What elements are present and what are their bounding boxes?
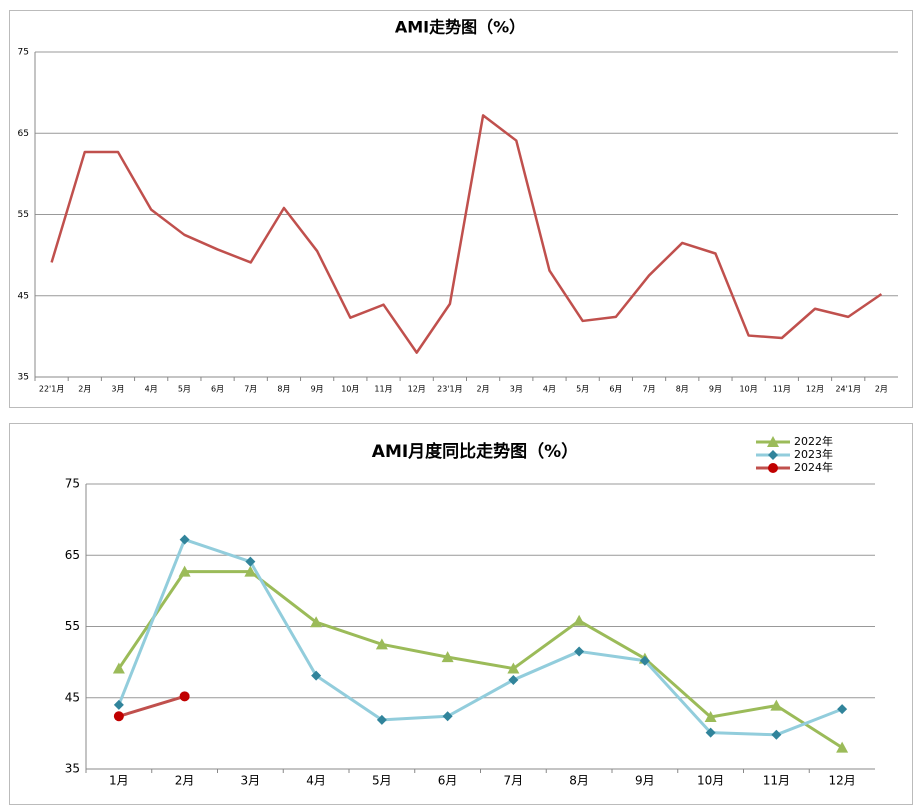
marker xyxy=(704,710,717,722)
x-tick-label: 10月 xyxy=(740,385,758,394)
marker xyxy=(375,638,388,650)
x-tick-label: 4月 xyxy=(306,774,326,788)
x-tick-label: 3月 xyxy=(241,774,261,788)
marker xyxy=(768,450,778,460)
x-tick-label: 2月 xyxy=(78,385,91,394)
marker xyxy=(705,727,716,738)
legend-label: 2022年 xyxy=(794,434,833,448)
marker xyxy=(837,704,848,715)
y-tick-label: 45 xyxy=(18,291,29,301)
chart-frame xyxy=(9,423,913,805)
marker xyxy=(311,670,322,681)
marker xyxy=(442,711,453,722)
legend-label: 2024年 xyxy=(794,460,833,474)
x-tick-label: 9月 xyxy=(635,774,655,788)
marker xyxy=(310,616,323,628)
x-tick-label: 9月 xyxy=(311,385,324,394)
marker xyxy=(179,691,190,702)
marker xyxy=(113,699,124,710)
marker xyxy=(508,674,519,685)
marker xyxy=(836,741,849,753)
x-tick-label: 3月 xyxy=(510,385,523,394)
x-tick-label: 4月 xyxy=(543,385,556,394)
series-line xyxy=(117,570,843,749)
x-tick-label: 6月 xyxy=(211,385,224,394)
x-tick-label: 7月 xyxy=(504,774,524,788)
x-tick-label: 4月 xyxy=(145,385,158,394)
chart-title: AMI月度同比走势图（%） xyxy=(372,441,578,462)
x-tick-label: 2月 xyxy=(175,774,195,788)
x-tick-label: 8月 xyxy=(569,774,589,788)
series-line xyxy=(50,114,883,354)
x-tick-label: 8月 xyxy=(277,385,290,394)
x-tick-label: 10月 xyxy=(697,774,724,788)
marker xyxy=(112,662,125,674)
x-tick-label: 6月 xyxy=(438,774,458,788)
marker xyxy=(245,556,256,567)
legend-label: 2023年 xyxy=(794,447,833,461)
x-tick-label: 6月 xyxy=(609,385,622,394)
x-tick-label: 2月 xyxy=(477,385,490,394)
marker xyxy=(178,565,191,577)
marker xyxy=(768,463,778,473)
x-tick-label: 2月 xyxy=(875,385,888,394)
chart-frame xyxy=(9,10,913,408)
marker xyxy=(376,714,387,725)
x-tick-label: 9月 xyxy=(709,385,722,394)
x-tick-label: 11月 xyxy=(773,385,791,394)
x-tick-label: 22'1月 xyxy=(39,385,64,394)
x-tick-label: 23'1月 xyxy=(437,385,462,394)
x-tick-label: 8月 xyxy=(676,385,689,394)
marker xyxy=(767,436,779,447)
x-tick-label: 11月 xyxy=(763,774,790,788)
marker xyxy=(244,565,257,577)
x-tick-label: 3月 xyxy=(111,385,124,394)
x-tick-label: 24'1月 xyxy=(835,385,860,394)
y-tick-label: 55 xyxy=(65,619,80,633)
marker xyxy=(639,655,650,666)
marker xyxy=(771,729,782,740)
y-tick-label: 55 xyxy=(18,210,29,220)
y-tick-label: 65 xyxy=(65,548,80,562)
x-tick-label: 12月 xyxy=(408,385,426,394)
y-tick-label: 65 xyxy=(18,129,29,139)
marker xyxy=(507,662,520,674)
x-tick-label: 5月 xyxy=(576,385,589,394)
y-tick-label: 45 xyxy=(65,690,80,704)
chart-title: AMI走势图（%） xyxy=(395,18,525,37)
marker xyxy=(573,614,586,626)
y-tick-label: 35 xyxy=(18,373,29,383)
marker xyxy=(770,699,783,711)
marker xyxy=(441,651,454,663)
marker xyxy=(179,534,190,545)
x-tick-label: 5月 xyxy=(372,774,392,788)
x-tick-label: 1月 xyxy=(109,774,129,788)
x-tick-label: 10月 xyxy=(341,385,359,394)
marker xyxy=(113,711,124,722)
y-tick-label: 75 xyxy=(65,477,80,491)
x-tick-label: 12月 xyxy=(828,774,855,788)
series-line xyxy=(118,694,186,718)
y-tick-label: 35 xyxy=(65,762,80,776)
x-tick-label: 5月 xyxy=(178,385,191,394)
x-tick-label: 7月 xyxy=(643,385,656,394)
x-tick-label: 11月 xyxy=(374,385,392,394)
series-line xyxy=(117,538,843,737)
x-tick-label: 12月 xyxy=(806,385,824,394)
marker xyxy=(574,646,585,657)
y-tick-label: 75 xyxy=(18,48,29,58)
x-tick-label: 7月 xyxy=(244,385,257,394)
